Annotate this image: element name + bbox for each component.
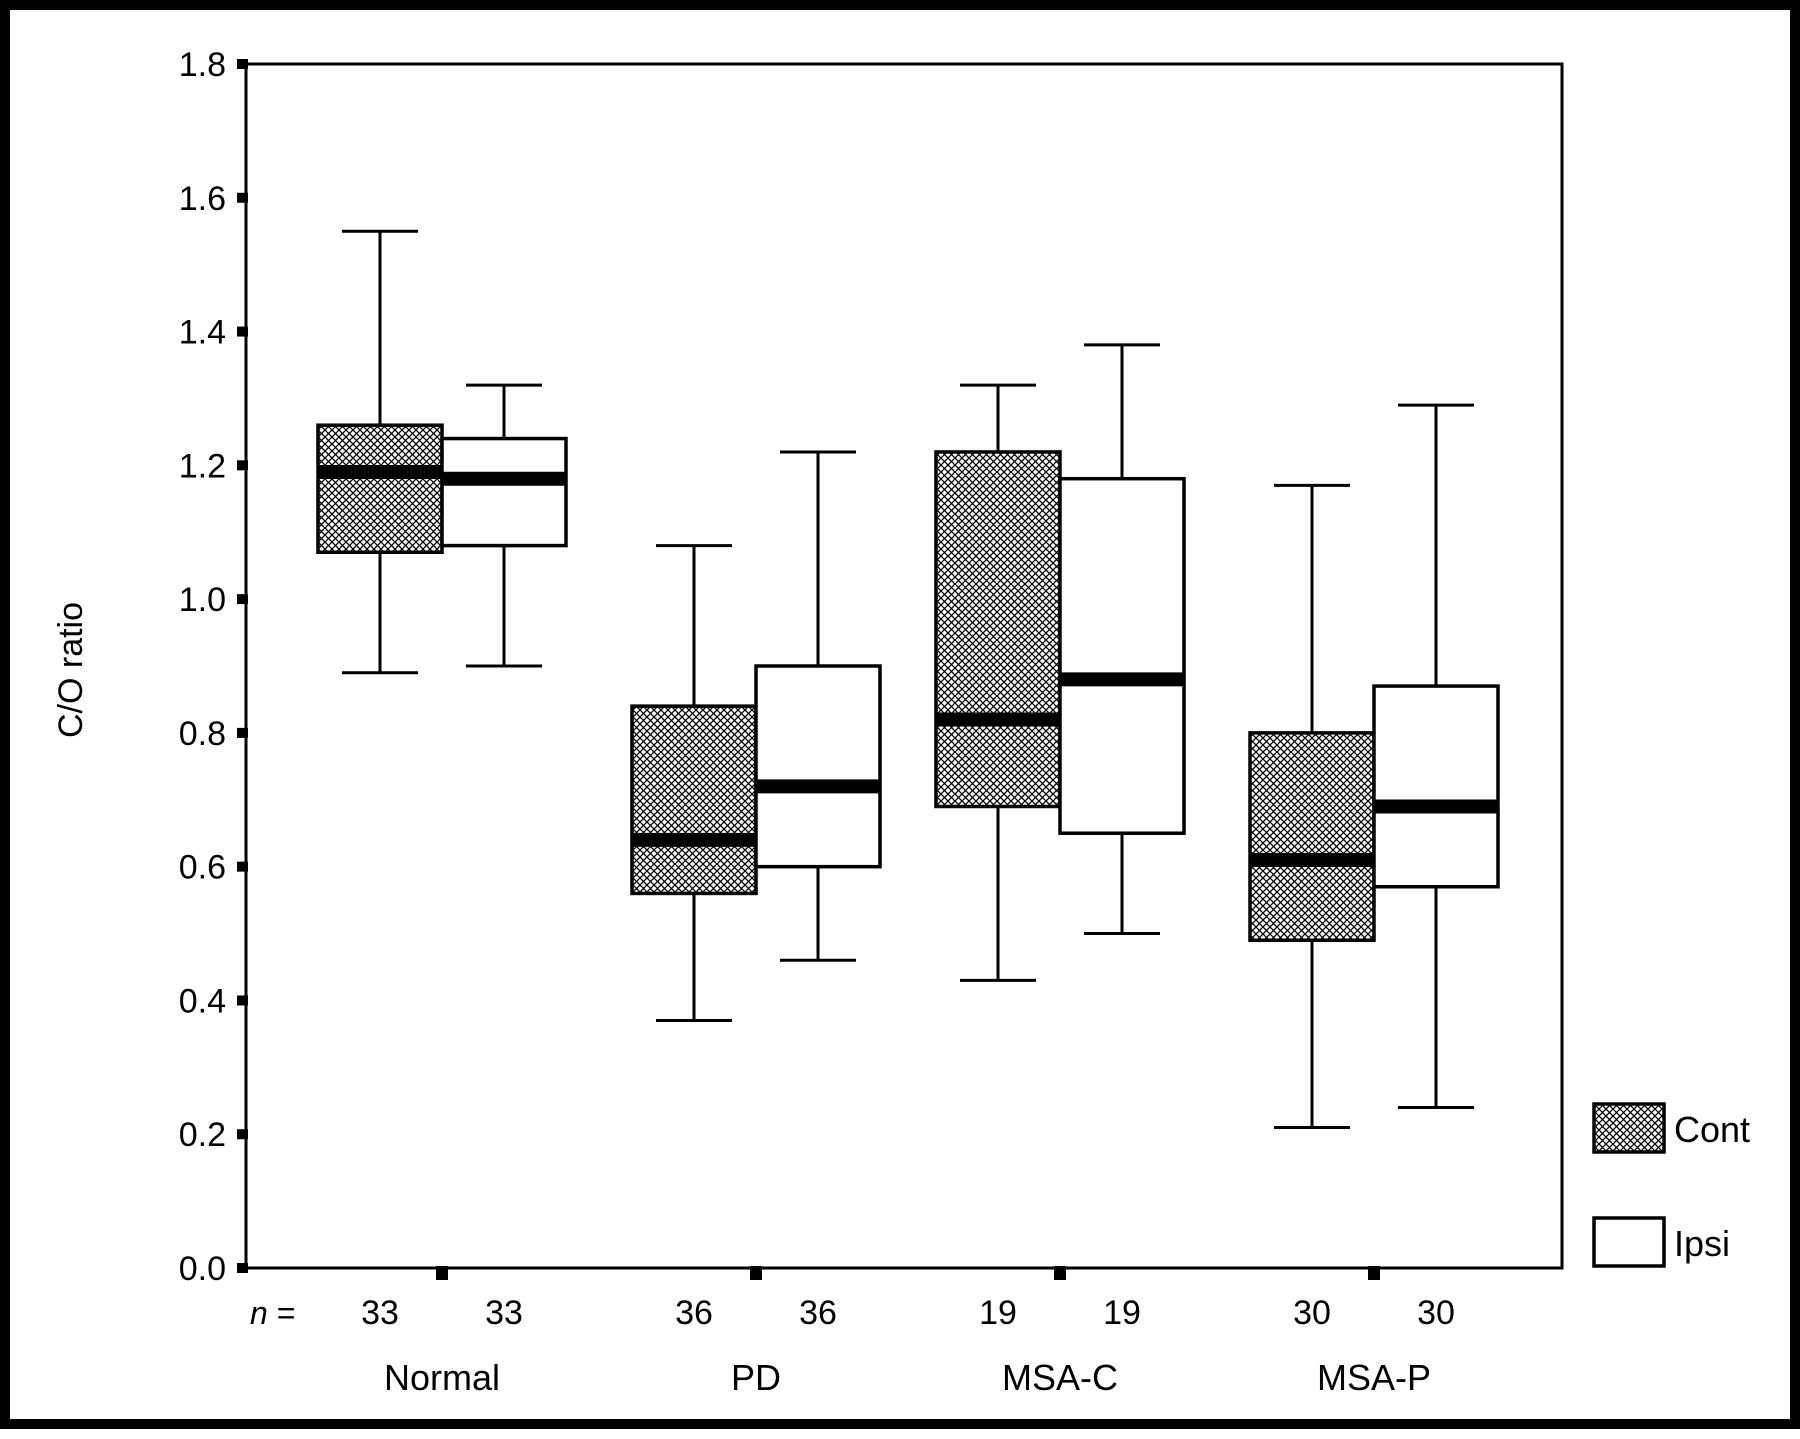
box-plot-chart: 0.0 0.2 0.4 0.6 0.8 1.0 1.2 1.4 1.6 1.8 n = Normal… bbox=[52, 46, 1750, 1398]
legend-entry-ipsi: Ipsi bbox=[1592, 1216, 1730, 1268]
n-value: 30 bbox=[1417, 1294, 1455, 1332]
x-axis: n = Normal 33 33 PD 36 36 MSA-C 19 19 MSA-P 30 30 bbox=[250, 1266, 1455, 1398]
x-tick-mark bbox=[1054, 1266, 1066, 1280]
n-value: 33 bbox=[485, 1294, 523, 1332]
legend-swatch bbox=[1592, 1102, 1666, 1154]
legend-label: Cont bbox=[1674, 1109, 1750, 1150]
legend-entry-cont: Cont bbox=[1592, 1102, 1750, 1154]
box-ipsi-normal bbox=[440, 383, 568, 668]
y-tick-label: 0.2 bbox=[179, 1116, 226, 1154]
box-iqr bbox=[440, 436, 568, 548]
x-tick-mark bbox=[1368, 1266, 1380, 1280]
box-iqr bbox=[1058, 476, 1186, 835]
n-value: 19 bbox=[979, 1294, 1017, 1332]
plot-border bbox=[244, 62, 1564, 1270]
y-tick-label: 1.2 bbox=[179, 447, 226, 485]
y-tick-mark bbox=[237, 460, 248, 471]
n-value: 33 bbox=[361, 1294, 399, 1332]
box-ipsi-msa-c bbox=[1058, 343, 1186, 936]
n-label-italic: n bbox=[250, 1295, 268, 1331]
y-tick-label: 1.6 bbox=[179, 180, 226, 218]
n-label: n = bbox=[250, 1295, 295, 1331]
box-iqr bbox=[754, 664, 882, 869]
n-value: 36 bbox=[675, 1294, 713, 1332]
category-label: PD bbox=[731, 1357, 781, 1398]
box-iqr bbox=[1372, 684, 1500, 889]
box-cont-msa-c bbox=[934, 383, 1062, 982]
box-ipsi-pd bbox=[754, 450, 882, 962]
y-tick-label: 1.0 bbox=[179, 581, 226, 619]
y-axis: 0.0 0.2 0.4 0.6 0.8 1.0 1.2 1.4 1.6 1.8 bbox=[179, 46, 248, 1288]
boxes-layer bbox=[316, 229, 1500, 1130]
box-iqr bbox=[630, 704, 758, 896]
category-label: MSA-P bbox=[1317, 1357, 1431, 1398]
box-iqr bbox=[316, 423, 444, 555]
box-iqr bbox=[1248, 731, 1376, 942]
y-tick-mark bbox=[237, 59, 248, 69]
legend: Cont Ipsi bbox=[1592, 1102, 1750, 1268]
y-tick-label: 0.6 bbox=[179, 849, 226, 887]
y-tick-mark bbox=[237, 1129, 248, 1140]
box-ipsi-msa-p bbox=[1372, 403, 1500, 1109]
legend-label: Ipsi bbox=[1674, 1223, 1730, 1264]
y-tick-mark bbox=[237, 192, 248, 203]
box-cont-normal bbox=[316, 229, 444, 675]
plot-area bbox=[244, 62, 1564, 1270]
y-tick-mark bbox=[237, 861, 248, 872]
category-label: Normal bbox=[384, 1357, 500, 1398]
y-tick-mark bbox=[237, 1263, 248, 1273]
x-tick-mark bbox=[436, 1266, 448, 1280]
y-tick-label: 1.8 bbox=[179, 46, 226, 84]
y-tick-label: 0.4 bbox=[179, 982, 226, 1020]
y-tick-mark bbox=[237, 727, 248, 738]
y-tick-mark bbox=[237, 594, 248, 605]
n-value: 36 bbox=[799, 1294, 837, 1332]
n-value: 30 bbox=[1293, 1294, 1331, 1332]
x-tick-mark bbox=[750, 1266, 762, 1280]
y-tick-label: 0.0 bbox=[179, 1250, 226, 1288]
box-cont-pd bbox=[630, 544, 758, 1023]
n-label-eq: = bbox=[268, 1295, 296, 1331]
n-value: 19 bbox=[1103, 1294, 1141, 1332]
y-tick-mark bbox=[237, 995, 248, 1006]
legend-swatch bbox=[1592, 1216, 1666, 1268]
y-tick-label: 1.4 bbox=[179, 314, 226, 352]
box-iqr bbox=[934, 450, 1062, 809]
box-cont-msa-p bbox=[1248, 483, 1376, 1130]
category-label: MSA-C bbox=[1002, 1357, 1118, 1398]
y-axis-label: C/O ratio bbox=[52, 602, 90, 738]
y-tick-label: 0.8 bbox=[179, 715, 226, 753]
y-tick-mark bbox=[237, 326, 248, 337]
